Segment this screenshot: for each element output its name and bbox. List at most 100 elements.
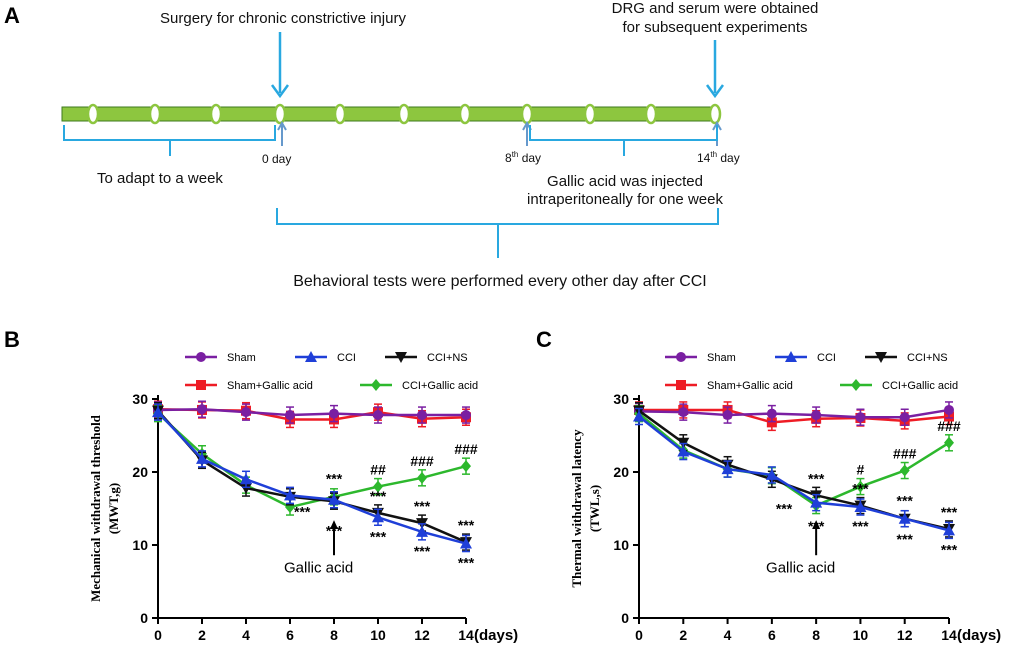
x-tick-label: 6	[768, 627, 776, 643]
significance-mark: ***	[326, 470, 343, 486]
x-tick-label: 12	[414, 627, 430, 643]
significance-mark: ***	[370, 488, 387, 504]
adapt-label: To adapt to a week	[97, 170, 223, 187]
legend-marker	[676, 380, 686, 390]
annotations: *********##******###******###******	[294, 441, 478, 570]
day0-label: 0 day	[262, 152, 292, 166]
data-point	[766, 417, 777, 428]
series-line	[639, 408, 950, 424]
dissection-label-line1: DRG and serum were obtained	[611, 0, 819, 17]
data-point	[765, 468, 778, 480]
legend-marker	[371, 379, 381, 391]
legend-label: CCI+NS	[907, 352, 948, 364]
chart-c: Sham CCI CCI+NS Sham+Gallic acid CCI+Gallic …	[569, 351, 1001, 644]
legend-marker	[875, 352, 887, 363]
x-tick-label: 12	[897, 627, 913, 643]
data-point	[944, 436, 954, 449]
data-point	[722, 410, 733, 421]
timeline-node	[273, 103, 287, 125]
series-line	[157, 407, 466, 417]
y-tick-label: 20	[132, 464, 148, 480]
series-line	[157, 411, 467, 545]
significance-mark: ***	[808, 470, 825, 486]
data-point	[372, 511, 384, 523]
x-tick-label: 0	[635, 627, 643, 643]
timeline-node	[520, 103, 534, 125]
legend-label: CCI+Gallic acid	[882, 380, 958, 392]
timeline-node	[209, 103, 223, 125]
dissection-label-line2: for subsequent experiments	[622, 19, 808, 36]
x-tick-label: 2	[198, 627, 206, 643]
data-point	[633, 410, 645, 422]
significance-mark: ***	[370, 528, 387, 544]
legend: Sham CCI CCI+NS Sham+Gallic acid CCI+Gallic …	[665, 351, 958, 392]
series-line	[157, 412, 467, 509]
y-tick-label: 10	[613, 537, 629, 553]
y-axis-unit: (TWL,s)	[587, 485, 602, 532]
x-tick-label: 4	[242, 627, 250, 643]
y-tick-label: 30	[613, 391, 629, 407]
data-point	[766, 408, 777, 419]
significance-mark: ***	[897, 531, 914, 547]
gallic-acid-label: Gallic acid	[284, 560, 353, 577]
legend-marker	[196, 352, 206, 362]
timeline-nodes	[86, 103, 722, 125]
significance-mark: ***	[414, 498, 431, 514]
data-point	[196, 452, 208, 464]
x-tick-label: 8	[812, 627, 820, 643]
y-tick-label: 0	[621, 610, 629, 626]
data-point	[854, 501, 867, 513]
y-tick-label: 30	[132, 391, 148, 407]
data-point	[944, 404, 954, 415]
timeline-node	[397, 103, 411, 125]
legend-marker	[851, 379, 861, 391]
gallic-acid-arrow: Gallic acid	[284, 520, 353, 577]
data-point	[811, 410, 822, 421]
x-tick-label: 14	[941, 627, 957, 643]
day8-label: 8th day	[505, 150, 542, 165]
annotations: *********#******###******###******	[776, 418, 961, 558]
series-cci	[152, 403, 472, 553]
data-point	[461, 460, 471, 473]
significance-mark: ###	[454, 441, 478, 457]
significance-mark: ***	[458, 517, 475, 533]
timeline-node	[644, 103, 658, 125]
significance-mark: #	[857, 462, 865, 478]
significance-mark: ***	[941, 504, 958, 520]
significance-mark: ###	[893, 446, 917, 462]
surgery-label: Surgery for chronic constrictive injury	[160, 10, 406, 27]
axes: 0 10 20 30 0 2 4 6 8 10 12 14 (days) Thermal withdraw…	[569, 391, 1001, 644]
data-point	[855, 412, 866, 423]
day14-label: 14th day	[697, 150, 740, 165]
legend-marker	[395, 352, 407, 363]
data-point	[460, 537, 472, 549]
surgery-arrow	[270, 32, 290, 99]
data-point	[677, 445, 690, 457]
data-point	[373, 480, 383, 493]
legend-label: Sham+Gallic acid	[707, 380, 793, 392]
data-point	[285, 410, 295, 421]
significance-mark: ***	[776, 501, 793, 517]
data-point	[328, 493, 340, 505]
data-point	[152, 406, 164, 418]
series-line	[638, 408, 950, 419]
x-tick-label: 10	[370, 627, 386, 643]
data-point	[197, 404, 207, 415]
panel-b-letter: B	[4, 327, 20, 352]
legend-marker	[305, 351, 317, 362]
data-point	[417, 410, 427, 421]
y-axis-unit: (MWT,g)	[106, 483, 121, 534]
y-axis-label: Thermal withdrawal latency	[569, 429, 584, 588]
significance-mark: ***	[294, 504, 311, 520]
gallic-acid-label: Gallic acid	[766, 560, 835, 577]
panel-a-letter: A	[4, 3, 20, 28]
significance-mark: ***	[414, 543, 431, 559]
chart-b: Sham CCI CCI+NS Sham+Gallic acid CCI+Gallic …	[88, 351, 518, 644]
data-point	[899, 412, 910, 423]
x-tick-label: 0	[154, 627, 162, 643]
x-tick-label: 4	[724, 627, 732, 643]
legend-marker	[196, 380, 206, 390]
legend-label: Sham+Gallic acid	[227, 380, 313, 392]
timeline-node	[86, 103, 100, 125]
x-tick-label: 6	[286, 627, 294, 643]
